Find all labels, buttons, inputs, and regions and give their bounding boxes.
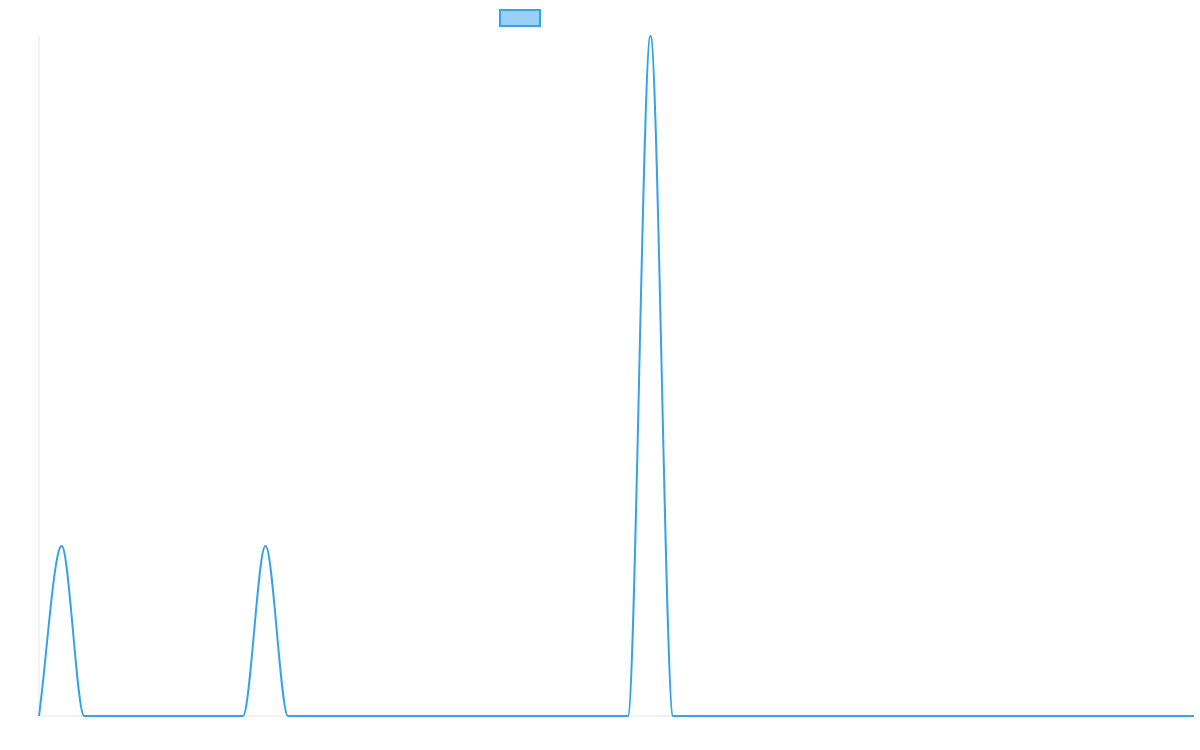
data-point[interactable] [285,713,291,719]
data-point[interactable] [240,713,246,719]
data-point[interactable] [1055,713,1061,719]
data-point[interactable] [965,713,971,719]
data-point[interactable] [783,713,789,719]
data-point[interactable] [353,713,359,719]
data-point[interactable] [715,713,721,719]
data-point[interactable] [1100,713,1106,719]
data-point[interactable] [1168,713,1174,719]
data-point[interactable] [466,713,472,719]
data-point[interactable] [444,713,450,719]
data-point[interactable] [874,713,880,719]
data-point[interactable] [580,713,586,719]
data-point[interactable] [376,713,382,719]
data-point[interactable] [81,713,87,719]
legend[interactable] [499,9,541,27]
data-point[interactable] [942,713,948,719]
data-point[interactable] [59,543,65,549]
data-point[interactable] [1010,713,1016,719]
data-point[interactable] [738,713,744,719]
data-point[interactable] [625,713,631,719]
data-point[interactable] [534,713,540,719]
data-point[interactable] [647,33,653,39]
series-layer [36,33,1197,719]
legend-swatch[interactable] [499,9,541,27]
data-point[interactable] [693,713,699,719]
data-point[interactable] [919,713,925,719]
data-point[interactable] [1123,713,1129,719]
data-point[interactable] [897,713,903,719]
data-point[interactable] [421,713,427,719]
data-point[interactable] [149,713,155,719]
data-point[interactable] [217,713,223,719]
data-point[interactable] [670,713,676,719]
data-point[interactable] [761,713,767,719]
data-point[interactable] [308,713,314,719]
data-point[interactable] [195,713,201,719]
data-point[interactable] [398,713,404,719]
data-point[interactable] [36,713,42,719]
data-point[interactable] [1032,713,1038,719]
axes [38,36,1194,717]
data-point[interactable] [1191,713,1197,719]
data-point[interactable] [512,713,518,719]
data-point[interactable] [262,543,268,549]
data-point[interactable] [172,713,178,719]
data-point[interactable] [851,713,857,719]
data-point[interactable] [127,713,133,719]
data-point[interactable] [1146,713,1152,719]
data-point[interactable] [489,713,495,719]
data-point[interactable] [557,713,563,719]
data-point[interactable] [330,713,336,719]
data-point[interactable] [104,713,110,719]
series-line-0 [38,35,1194,717]
data-point[interactable] [829,713,835,719]
data-point[interactable] [602,713,608,719]
data-point[interactable] [806,713,812,719]
data-point[interactable] [987,713,993,719]
data-point[interactable] [1078,713,1084,719]
